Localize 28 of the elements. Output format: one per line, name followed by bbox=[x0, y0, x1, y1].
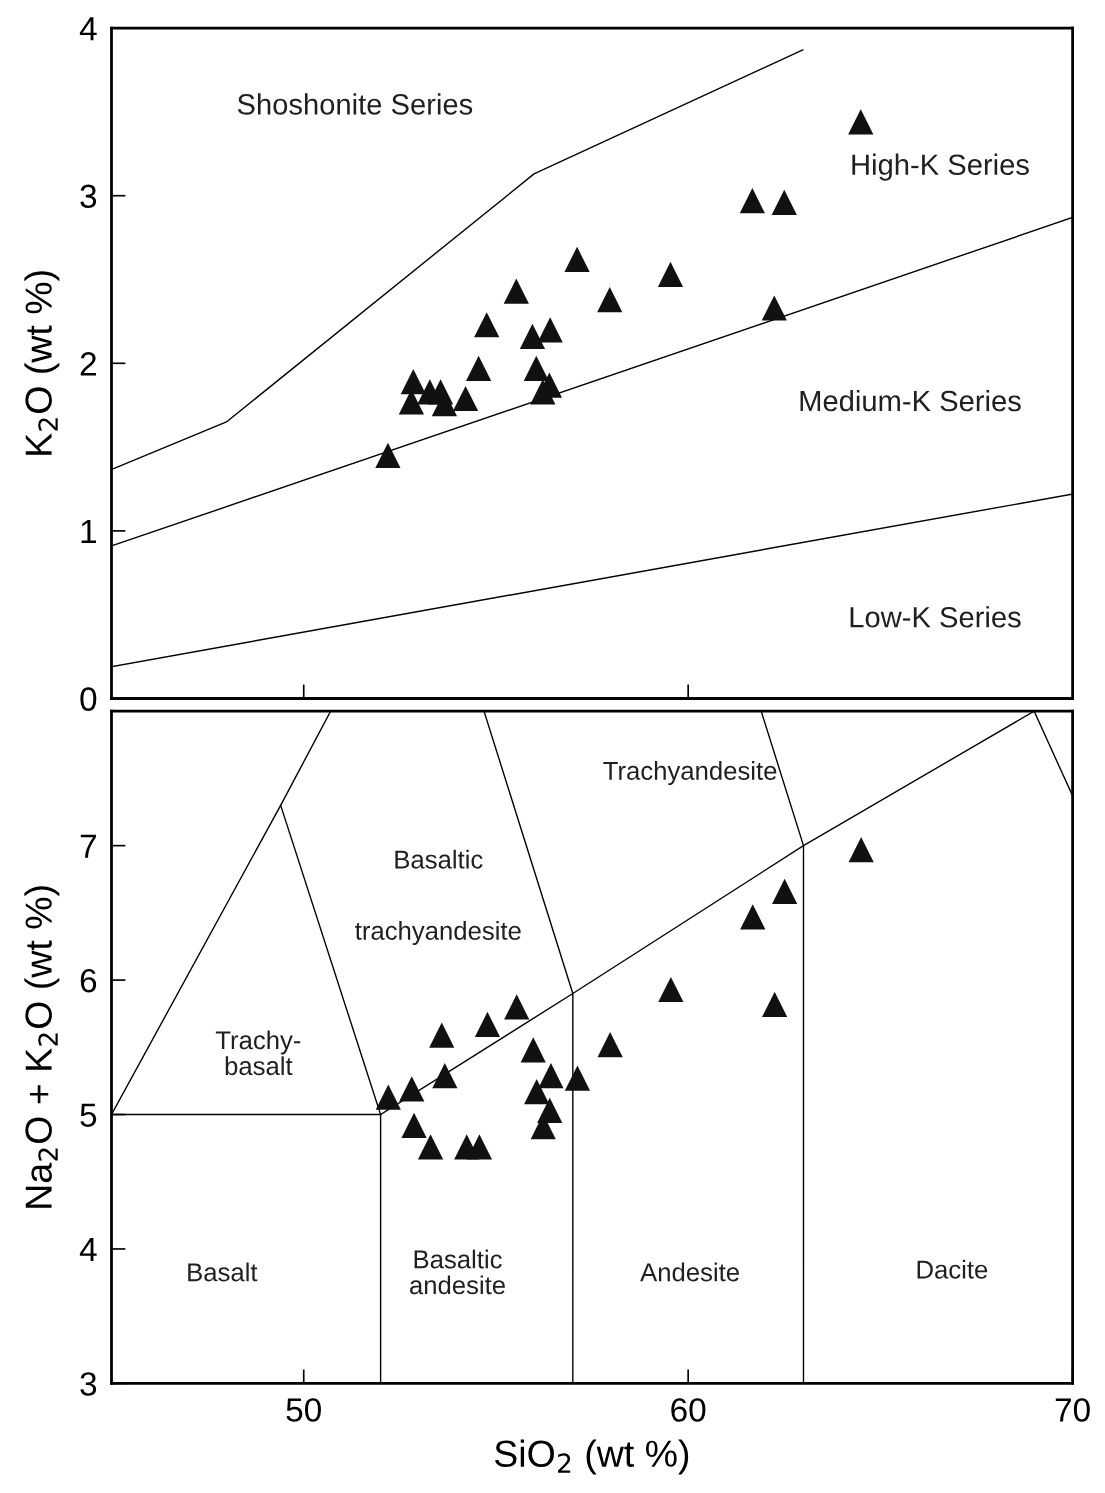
annotation: Medium-K Series bbox=[800, 389, 1021, 412]
y-tick-label: 7 bbox=[80, 834, 96, 858]
y-tick-label: 5 bbox=[80, 1103, 97, 1127]
annotation: trachyandesite bbox=[355, 921, 521, 945]
y-tick-label: 4 bbox=[79, 17, 97, 41]
annotation: Low-K Series bbox=[850, 606, 1021, 628]
x-tick-label: 70 bbox=[1055, 1398, 1090, 1422]
y-tick-label: 4 bbox=[79, 1238, 97, 1262]
y-tick-label: 2 bbox=[80, 352, 96, 376]
annotation: Basaltic andesite bbox=[410, 1249, 505, 1295]
x-tick-label: 60 bbox=[671, 1398, 706, 1422]
y-tick-label: 6 bbox=[80, 968, 97, 993]
y-tick-label: 0 bbox=[80, 687, 97, 711]
y-axis-title: Na$_{2}$O + K$_{2}$O (wt %) bbox=[24, 886, 60, 1208]
annotation: Shoshonite Series bbox=[237, 93, 473, 115]
y-tick-label: 3 bbox=[80, 1372, 97, 1396]
annotation: Andesite bbox=[640, 1262, 739, 1282]
y-axis-title: K$_{2}$O (wt %) bbox=[24, 271, 60, 455]
annotation: Basalt bbox=[188, 1262, 258, 1282]
y-tick-label: 1 bbox=[81, 520, 96, 543]
annotation: Basaltic bbox=[395, 849, 483, 869]
x-axis-title: SiO$_{2}$ (wt %) bbox=[494, 1439, 689, 1475]
annotation: Dacite bbox=[917, 1259, 988, 1279]
annotation: Trachy- basalt bbox=[215, 1030, 301, 1076]
annotation: Trachyandesite bbox=[603, 761, 777, 786]
x-tick-label: 50 bbox=[286, 1398, 321, 1422]
annotation: High-K Series bbox=[852, 153, 1029, 181]
y-tick-label: 3 bbox=[80, 184, 97, 209]
